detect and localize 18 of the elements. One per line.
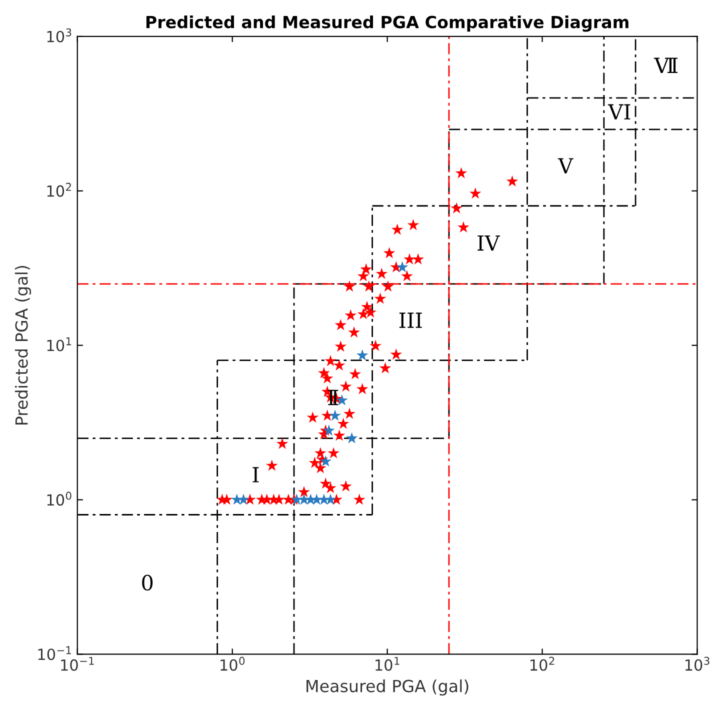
annotation: IV: [478, 235, 500, 251]
annotation: V: [558, 158, 574, 174]
annotation: Ⅶ: [654, 58, 678, 73]
annotation: I: [252, 467, 259, 482]
y-tick-label: 10$^{2}$: [47, 182, 71, 197]
x-tick-label: 10$^{2}$: [530, 656, 554, 671]
annotation: 0: [142, 574, 153, 591]
y-axis-title: Predicted PGA (gal): [14, 266, 32, 425]
y-tick-label: 10$^{0}$: [47, 492, 72, 506]
x-axis-title: Measured PGA (gal): [306, 679, 468, 696]
y-tick-label: 10$^{3}$: [47, 28, 72, 42]
chart-title: Predicted and Measured PGA Comparative Diagram: [146, 15, 628, 32]
x-tick-label: 10$^{0}$: [220, 656, 245, 671]
annotation: VI: [608, 104, 630, 120]
annotation: III: [399, 312, 422, 328]
y-tick-label: 10$^{1}$: [47, 337, 72, 352]
x-tick-label: 10$^{3}$: [685, 656, 710, 671]
x-tick-label: 10$^{1}$: [376, 656, 400, 671]
